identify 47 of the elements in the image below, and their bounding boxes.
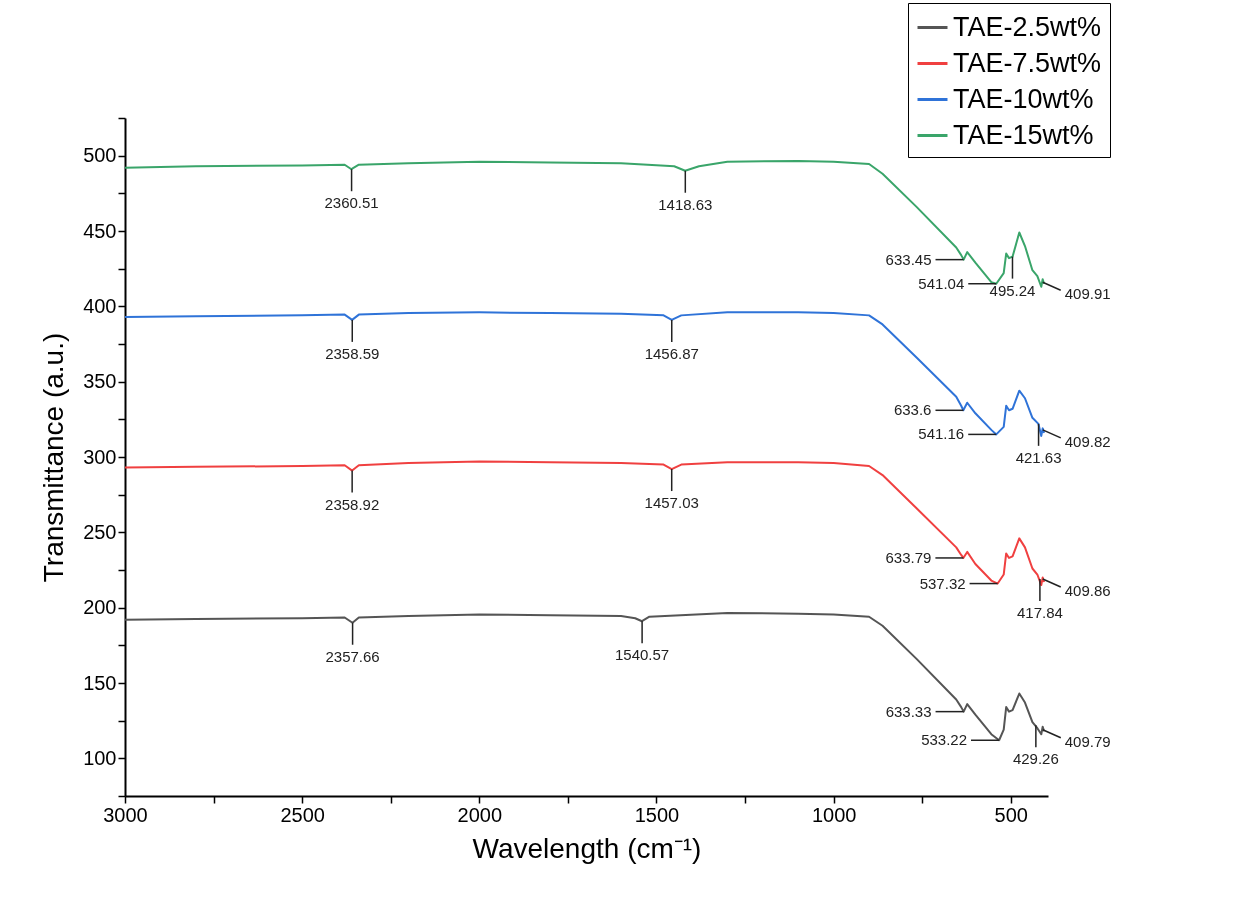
x-tick-label: 1000: [811, 803, 857, 826]
annotation: 409.82: [1064, 432, 1111, 450]
annotation: 417.84: [1016, 604, 1063, 622]
annotation: 541.04: [918, 274, 965, 292]
annotation: 541.16: [918, 425, 965, 443]
legend-label: TAE-15wt%: [953, 119, 1094, 150]
y-tick-label: 150: [83, 671, 117, 694]
x-axis-title: Wavelength (cm⁻¹): [472, 832, 702, 864]
legend-label: TAE-10wt%: [953, 83, 1094, 114]
annotation: 1540.57: [614, 646, 670, 664]
x-tick-label: 3000: [103, 803, 148, 826]
annotation: 409.86: [1064, 582, 1111, 600]
annotation: 421.63: [1015, 448, 1062, 466]
x-tick-label: 2000: [457, 803, 503, 826]
line-series: [125, 311, 1046, 437]
x-tick-label: 2500: [280, 803, 325, 826]
x-tick-label: 500: [994, 803, 1028, 826]
annotation: 633.33: [885, 702, 932, 720]
annotation: 633.6: [893, 401, 932, 419]
y-tick-label: 200: [83, 596, 117, 619]
y-tick-label: 350: [83, 370, 117, 393]
line-series: [125, 159, 1046, 288]
annotation: 409.79: [1064, 732, 1111, 750]
y-tick-label: 100: [83, 746, 117, 769]
annotation: 1418.63: [658, 195, 713, 213]
annotation: 495.24: [989, 281, 1036, 299]
legend-label: TAE-2.5wt%: [953, 11, 1102, 42]
annotation: 537.32: [919, 574, 966, 592]
y-axis-title: Transmittance (a.u.): [38, 332, 70, 583]
annotation: 633.45: [885, 250, 932, 268]
annotation: 409.91: [1064, 285, 1111, 303]
annotation: 429.26: [1012, 750, 1059, 768]
annotation: 533.22: [921, 731, 968, 749]
y-tick-label: 300: [83, 445, 117, 468]
y-tick-label: 250: [83, 520, 117, 543]
legend-label: TAE-7.5wt%: [953, 47, 1102, 78]
annotation: 1456.87: [644, 344, 699, 362]
annotation: 2358.59: [325, 344, 380, 362]
x-tick-label: 1500: [634, 803, 680, 826]
y-tick-label: 500: [83, 144, 117, 167]
y-tick-label: 450: [83, 219, 117, 242]
annotation: 2358.92: [325, 495, 380, 513]
annotation: 1457.03: [644, 494, 699, 512]
annotation: 2357.66: [325, 647, 380, 665]
annotation: 2360.51: [324, 194, 379, 212]
annotation: 633.79: [885, 548, 932, 566]
y-tick-label: 400: [83, 294, 117, 317]
